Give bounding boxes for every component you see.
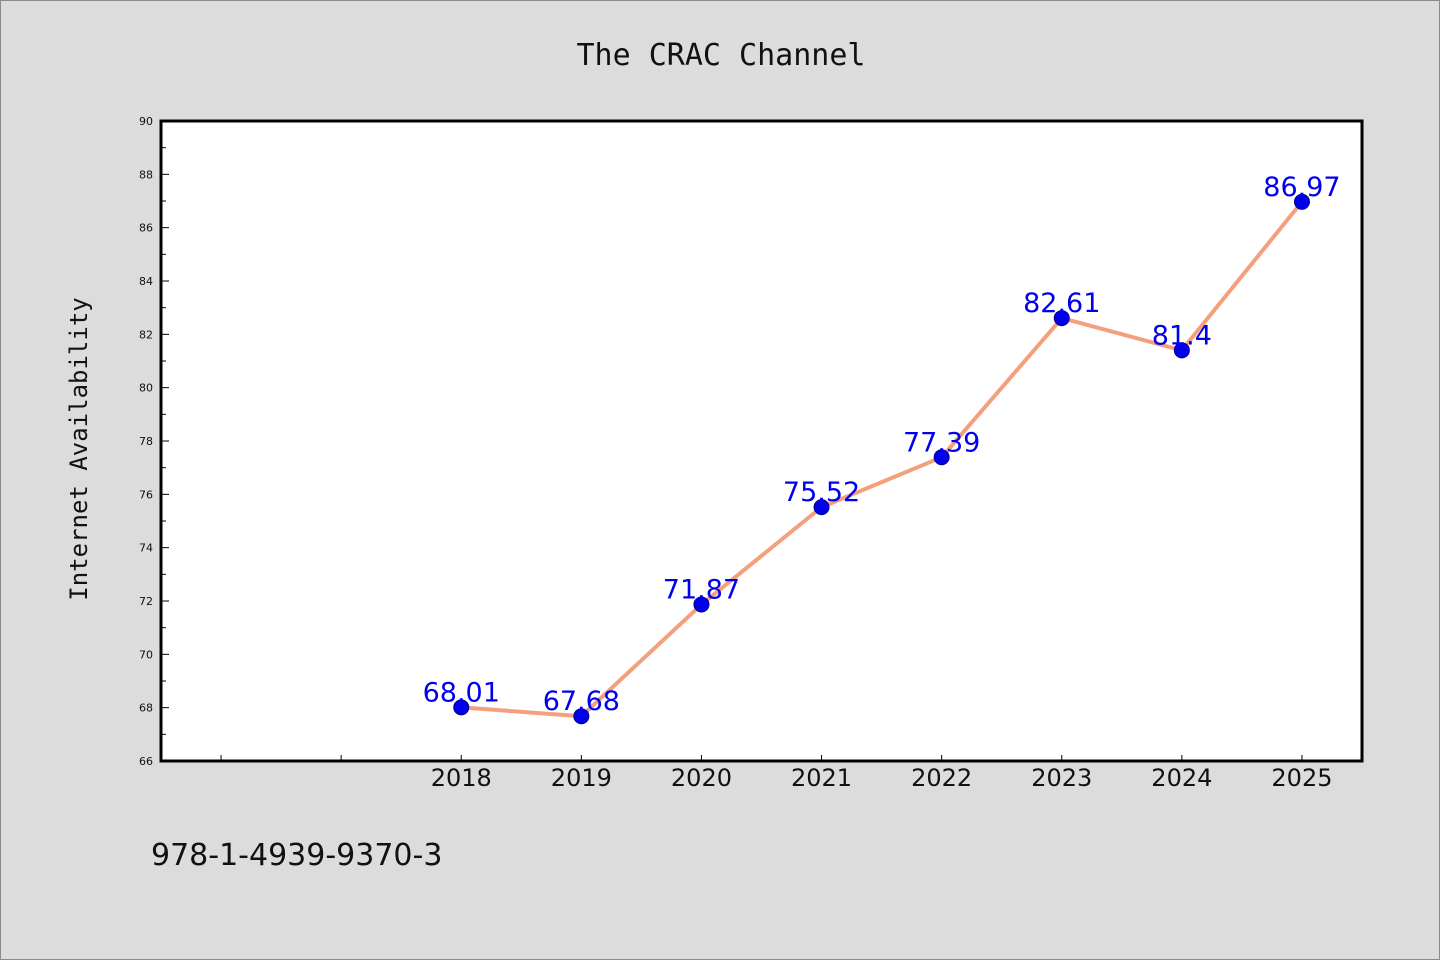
data-point-marker (1173, 342, 1190, 359)
y-tick-label: 84 (139, 275, 153, 288)
series-line-group (453, 193, 1310, 725)
data-label: 71.87 (663, 574, 740, 605)
y-tick-label: 88 (139, 168, 153, 181)
data-label: 82.61 (1023, 288, 1100, 319)
data-label: 81.4 (1152, 320, 1212, 351)
plot-area (159, 119, 1364, 763)
y-tick-label: 86 (139, 222, 153, 235)
x-tick-label: 2024 (1151, 764, 1212, 792)
y-tick-label: 76 (139, 488, 153, 501)
x-tick-label: 2022 (911, 764, 972, 792)
data-point-marker (933, 449, 950, 466)
data-label: 86.97 (1263, 172, 1340, 203)
data-label: 67.68 (543, 686, 620, 717)
data-label: 68.01 (423, 677, 500, 708)
footnote-isbn: 978-1-4939-9370-3 (151, 838, 442, 873)
x-tick-label: 2018 (431, 764, 492, 792)
x-tick-label: 2021 (791, 764, 852, 792)
data-labels-group: 68.01 67.68 71.87 75.52 77.39 82.61 81.4 86.97 (423, 172, 1341, 717)
x-tick-label: 2025 (1271, 764, 1332, 792)
x-tick-label: 2023 (1031, 764, 1092, 792)
y-axis: 66 68 70 72 74 76 78 80 82 84 86 88 90 (139, 115, 169, 768)
y-tick-label: 74 (139, 542, 153, 555)
y-axis-label: Internet Availability (65, 297, 93, 600)
x-axis: 2018 2019 2020 2021 2022 2023 2024 2025 (220, 755, 1332, 792)
y-tick-label: 68 (139, 702, 153, 715)
y-tick-label: 82 (139, 328, 153, 341)
y-tick-label: 80 (139, 382, 153, 395)
data-point-marker (1293, 193, 1310, 210)
data-point-marker (1053, 310, 1070, 327)
series-line (459, 199, 1304, 719)
chart-title: The CRAC Channel (577, 38, 866, 73)
y-tick-label: 72 (139, 595, 153, 608)
y-tick-label: 66 (139, 755, 153, 768)
data-point-marker (813, 499, 830, 516)
y-tick-label: 78 (139, 435, 153, 448)
data-label: 75.52 (783, 477, 860, 508)
y-tick-label: 70 (139, 648, 153, 661)
data-label: 77.39 (903, 427, 980, 458)
data-point-marker (693, 596, 710, 613)
data-point-marker (573, 708, 590, 725)
x-tick-label: 2020 (671, 764, 732, 792)
y-tick-label: 90 (139, 115, 153, 128)
x-tick-label: 2019 (551, 764, 612, 792)
data-point-marker (453, 699, 470, 716)
